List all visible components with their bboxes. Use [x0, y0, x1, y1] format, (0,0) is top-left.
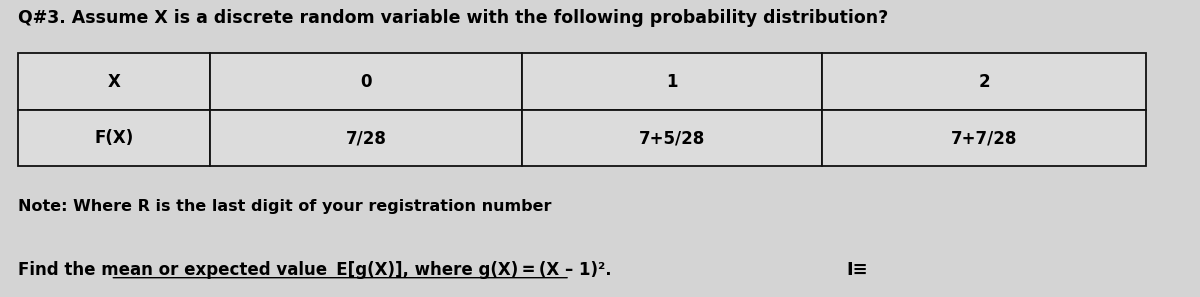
Text: 1: 1	[666, 73, 678, 91]
Bar	[822, 53, 1146, 110]
Bar	[522, 110, 822, 166]
Bar	[210, 110, 522, 166]
Text: I≡: I≡	[846, 261, 868, 279]
Text: X: X	[108, 73, 120, 91]
Text: 7/28: 7/28	[346, 129, 386, 147]
Bar	[822, 110, 1146, 166]
Text: Note: Where R is the last digit of your registration number: Note: Where R is the last digit of your …	[18, 199, 552, 214]
Text: Find the mean or expected value  E[g(X)], where g(X) = (X – 1)².: Find the mean or expected value E[g(X)],…	[18, 261, 612, 279]
Bar	[210, 53, 522, 110]
Text: F(X): F(X)	[95, 129, 133, 147]
Text: 7+7/28: 7+7/28	[950, 129, 1018, 147]
Bar	[18, 110, 210, 166]
Text: 0: 0	[360, 73, 372, 91]
Text: 2: 2	[978, 73, 990, 91]
Bar	[522, 53, 822, 110]
Text: Q#3. Assume X is a discrete random variable with the following probability distr: Q#3. Assume X is a discrete random varia…	[18, 9, 888, 27]
Bar	[18, 53, 210, 110]
Text: 7+5/28: 7+5/28	[638, 129, 706, 147]
